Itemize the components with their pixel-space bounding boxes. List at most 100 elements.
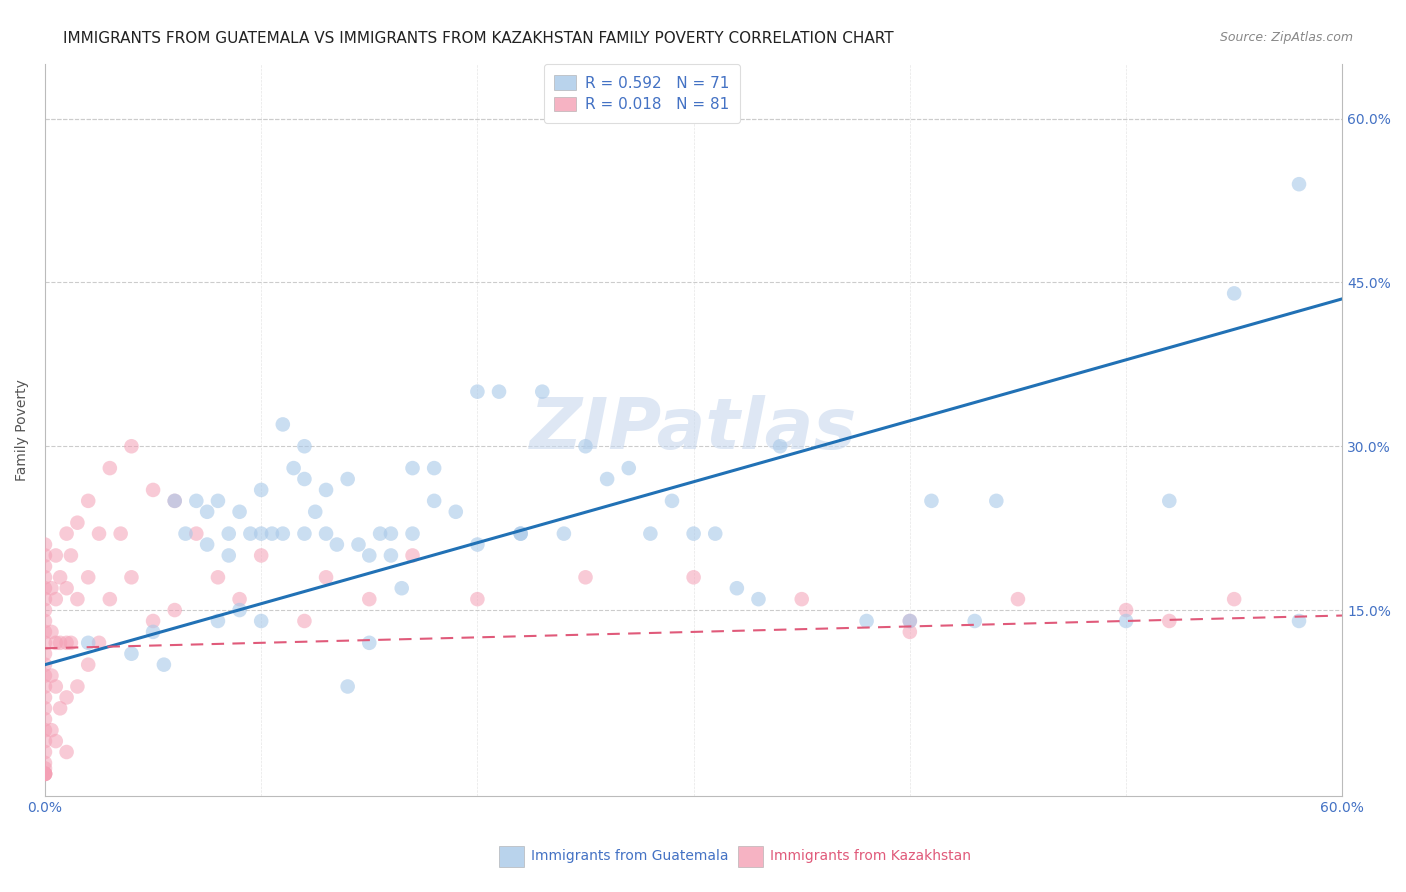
Point bbox=[1159, 494, 1181, 508]
Point bbox=[49, 701, 72, 715]
Point bbox=[163, 603, 186, 617]
Point bbox=[574, 439, 596, 453]
Point bbox=[163, 494, 186, 508]
Point bbox=[617, 461, 640, 475]
Point bbox=[59, 549, 82, 563]
Point bbox=[55, 581, 77, 595]
Point bbox=[34, 767, 56, 781]
Point bbox=[45, 592, 67, 607]
Point bbox=[260, 526, 283, 541]
Point bbox=[98, 592, 121, 607]
Point bbox=[488, 384, 510, 399]
Point bbox=[34, 657, 56, 672]
Point bbox=[898, 624, 921, 639]
Text: ZIPatlas: ZIPatlas bbox=[530, 395, 858, 465]
Point bbox=[368, 526, 391, 541]
Point bbox=[34, 723, 56, 738]
Point bbox=[1007, 592, 1029, 607]
Text: Immigrants from Guatemala: Immigrants from Guatemala bbox=[531, 849, 728, 863]
Point bbox=[207, 570, 229, 584]
Point bbox=[467, 384, 489, 399]
Point bbox=[920, 494, 942, 508]
Point bbox=[77, 636, 100, 650]
Point bbox=[1288, 177, 1310, 191]
Point bbox=[34, 680, 56, 694]
Point bbox=[34, 636, 56, 650]
Text: Source: ZipAtlas.com: Source: ZipAtlas.com bbox=[1219, 31, 1353, 45]
Point bbox=[34, 647, 56, 661]
Point bbox=[142, 614, 165, 628]
Point bbox=[218, 526, 240, 541]
Point bbox=[142, 483, 165, 497]
Point bbox=[898, 614, 921, 628]
Point bbox=[1223, 592, 1246, 607]
Point bbox=[87, 526, 110, 541]
Point bbox=[120, 647, 142, 661]
Point bbox=[55, 636, 77, 650]
Point bbox=[34, 581, 56, 595]
Point bbox=[77, 494, 100, 508]
Point bbox=[41, 723, 63, 738]
Text: IMMIGRANTS FROM GUATEMALA VS IMMIGRANTS FROM KAZAKHSTAN FAMILY POVERTY CORRELATI: IMMIGRANTS FROM GUATEMALA VS IMMIGRANTS … bbox=[63, 31, 894, 46]
Point bbox=[41, 668, 63, 682]
Point bbox=[142, 624, 165, 639]
Point bbox=[380, 526, 402, 541]
Point bbox=[271, 417, 294, 432]
Point bbox=[401, 526, 423, 541]
Point bbox=[704, 526, 727, 541]
Legend: R = 0.592   N = 71, R = 0.018   N = 81: R = 0.592 N = 71, R = 0.018 N = 81 bbox=[544, 64, 740, 123]
Point bbox=[509, 526, 531, 541]
Point bbox=[49, 570, 72, 584]
Point bbox=[55, 745, 77, 759]
Point bbox=[34, 570, 56, 584]
Point bbox=[898, 614, 921, 628]
Point bbox=[218, 549, 240, 563]
Y-axis label: Family Poverty: Family Poverty bbox=[15, 379, 30, 481]
Point bbox=[250, 549, 273, 563]
Point bbox=[467, 537, 489, 551]
Point bbox=[315, 570, 337, 584]
Point bbox=[855, 614, 877, 628]
Point bbox=[1115, 603, 1137, 617]
Point bbox=[45, 680, 67, 694]
Point bbox=[391, 581, 413, 595]
Point bbox=[34, 761, 56, 775]
Point bbox=[250, 483, 273, 497]
Point bbox=[34, 603, 56, 617]
Point bbox=[347, 537, 370, 551]
Point bbox=[315, 483, 337, 497]
Point bbox=[640, 526, 662, 541]
Point bbox=[682, 526, 704, 541]
Point bbox=[769, 439, 792, 453]
Point bbox=[77, 570, 100, 584]
Point bbox=[725, 581, 748, 595]
Point bbox=[34, 712, 56, 726]
Point bbox=[661, 494, 683, 508]
Point bbox=[283, 461, 305, 475]
Point bbox=[120, 439, 142, 453]
Point bbox=[986, 494, 1008, 508]
Point bbox=[34, 767, 56, 781]
Point bbox=[34, 614, 56, 628]
Point bbox=[55, 526, 77, 541]
Text: Immigrants from Kazakhstan: Immigrants from Kazakhstan bbox=[770, 849, 972, 863]
Point bbox=[401, 461, 423, 475]
Point bbox=[1288, 614, 1310, 628]
Point bbox=[66, 516, 89, 530]
Point bbox=[359, 636, 381, 650]
Point bbox=[55, 690, 77, 705]
Point bbox=[34, 767, 56, 781]
Point bbox=[401, 549, 423, 563]
Point bbox=[186, 526, 208, 541]
Point bbox=[1223, 286, 1246, 301]
Point bbox=[34, 745, 56, 759]
Point bbox=[34, 767, 56, 781]
Point bbox=[790, 592, 813, 607]
Point bbox=[174, 526, 197, 541]
Point bbox=[34, 537, 56, 551]
Point bbox=[359, 549, 381, 563]
Point bbox=[34, 668, 56, 682]
Point bbox=[336, 472, 359, 486]
Point bbox=[326, 537, 349, 551]
Point bbox=[110, 526, 132, 541]
